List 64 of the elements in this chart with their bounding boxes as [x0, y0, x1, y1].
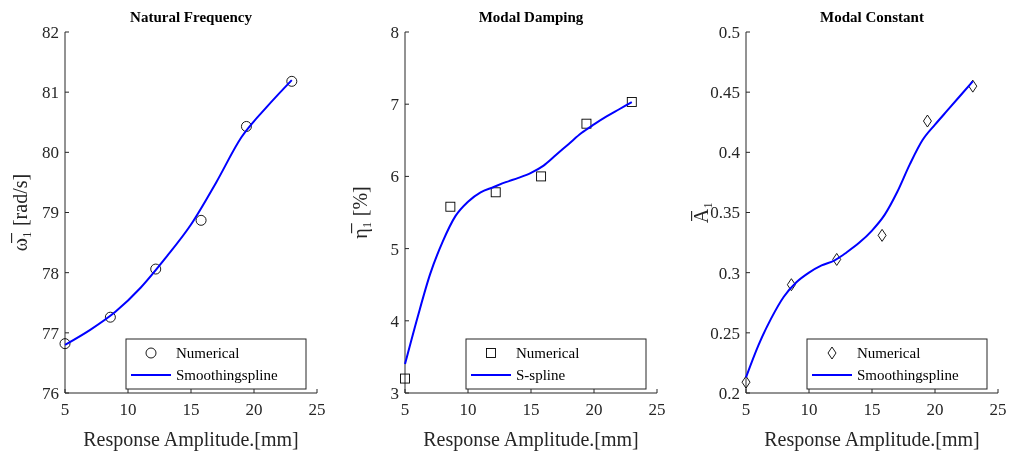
y-tick-label: 82 — [42, 22, 59, 42]
chart-title: Modal Constant — [820, 9, 924, 25]
x-tick-label: 25 — [648, 400, 666, 419]
x-tick-label: 20 — [585, 400, 603, 419]
y-tick-label: 3 — [390, 383, 399, 403]
x-tick-label: 10 — [800, 400, 818, 419]
point — [150, 263, 162, 275]
point — [832, 252, 842, 266]
point — [195, 214, 207, 226]
y-tick-label: 5 — [390, 239, 399, 259]
point — [536, 171, 547, 182]
y-tick-label: 76 — [42, 383, 59, 403]
point — [786, 278, 796, 292]
y-axis-title: ω̅₁ [rad/s] — [9, 173, 31, 252]
y-tick-label: 0.5 — [718, 22, 740, 42]
x-tick-label: 15 — [182, 400, 200, 419]
x-tick-label: 10 — [119, 400, 137, 419]
y-tick-label: 79 — [42, 203, 59, 223]
x-axis-title: Response Amplitude.[mm] — [83, 428, 299, 451]
point — [240, 121, 252, 132]
y-tick-label: 7 — [390, 95, 400, 115]
legend-label: Smoothingspline — [857, 367, 960, 384]
y-axis-title: A̅₁ — [690, 201, 712, 224]
point — [490, 187, 501, 198]
point — [877, 228, 887, 242]
legend-label: Numerical — [176, 345, 240, 362]
legend-label: Numerical — [857, 345, 921, 362]
legend-label: Smoothingspline — [176, 367, 279, 384]
point — [400, 373, 410, 384]
y-tick-label: 0.2 — [718, 383, 740, 403]
x-tick-label: 25 — [308, 400, 326, 419]
x-axis-title: Response Amplitude.[mm] — [423, 428, 639, 451]
legend-label: S-spline — [516, 367, 566, 384]
y-tick-label: 4 — [390, 311, 400, 331]
y-tick-label: 78 — [42, 263, 59, 283]
y-tick-label: 0.25 — [710, 323, 740, 343]
x-tick-label: 10 — [459, 400, 477, 419]
y-tick-label: 0.3 — [718, 263, 740, 283]
chart-title: Natural Frequency — [130, 9, 253, 25]
x-tick-label: 25 — [989, 400, 1007, 419]
y-tick-label: 8 — [390, 22, 399, 42]
x-tick-label: 20 — [926, 400, 944, 419]
point — [286, 75, 298, 87]
point — [968, 79, 978, 93]
y-tick-label: 6 — [390, 167, 399, 187]
x-tick-label: 15 — [522, 400, 540, 419]
x-tick-label: 15 — [863, 400, 881, 419]
point — [104, 311, 116, 323]
y-tick-label: 0.45 — [710, 83, 740, 103]
x-tick-label: 20 — [245, 400, 263, 419]
y-axis-title: η̅₁ [%] — [349, 186, 372, 239]
point — [59, 338, 71, 350]
point — [445, 201, 456, 212]
y-tick-label: 0.4 — [718, 143, 741, 163]
y-tick-label: 77 — [42, 323, 60, 343]
point — [626, 97, 637, 107]
point — [741, 375, 751, 389]
y-tick-label: 80 — [42, 143, 59, 163]
legend-label: Numerical — [516, 345, 580, 362]
y-tick-label: 81 — [42, 83, 59, 103]
chart-title: Modal Damping — [478, 9, 584, 25]
point — [922, 114, 932, 128]
x-axis-title: Response Amplitude.[mm] — [764, 428, 980, 451]
point — [581, 118, 592, 129]
